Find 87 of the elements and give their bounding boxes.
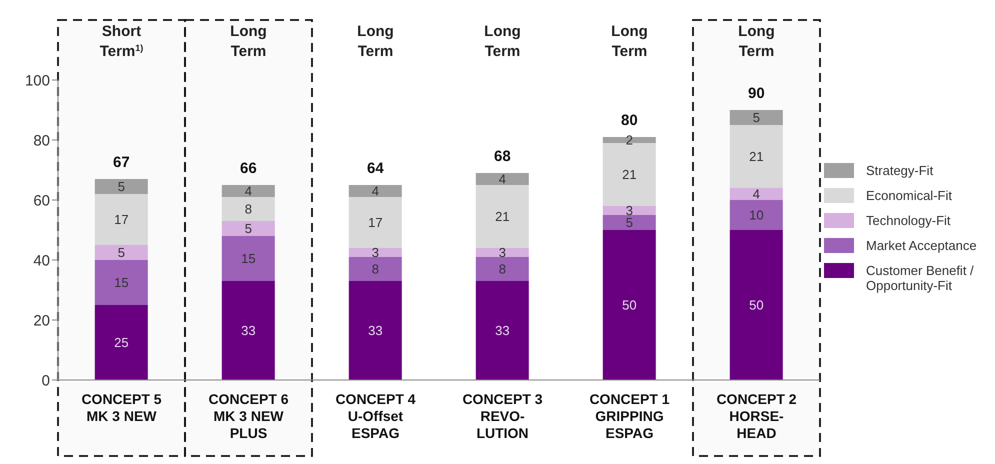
data-label: 3 <box>498 245 506 260</box>
x-tick-label: CONCEPT 4 U-Offset ESPAG <box>335 391 416 441</box>
text: Long Term <box>484 23 521 60</box>
data-label: 17 <box>114 212 129 228</box>
data-label: 8 <box>372 262 379 277</box>
text: Short Term$^{1)}$ <box>100 23 144 60</box>
legend-label: Technology-Fit <box>866 213 952 228</box>
bar <box>730 188 783 200</box>
bar <box>602 206 656 215</box>
bar <box>476 257 529 281</box>
total-label: 80 <box>620 112 638 129</box>
bar <box>348 281 402 380</box>
bar <box>94 305 148 380</box>
total-label: 66 <box>240 160 257 177</box>
data-label: 21 <box>749 149 764 164</box>
bar <box>730 110 783 125</box>
y-tick-label: 20 <box>33 312 50 330</box>
bar <box>730 230 783 380</box>
data-label: 5 <box>752 110 760 126</box>
legend-label: Customer Benefit / Opportunity-Fit <box>866 263 975 293</box>
bar <box>602 137 656 143</box>
bar <box>348 257 402 281</box>
data-label: 33 <box>368 323 383 338</box>
y-tick-label: 60 <box>33 192 50 210</box>
bar <box>222 281 275 380</box>
bar <box>602 215 656 230</box>
data-label: 4 <box>498 172 506 187</box>
data-label: 3 <box>372 245 379 260</box>
total-label: 68 <box>494 148 511 165</box>
total-label: 90 <box>748 85 765 102</box>
data-label: 25 <box>114 335 129 350</box>
legend-label: Market Acceptance <box>866 238 978 253</box>
text: Long Term <box>611 23 648 60</box>
data-label: 21 <box>622 167 637 182</box>
data-label: 10 <box>749 208 764 223</box>
data-label: 5 <box>118 179 125 194</box>
total-label: 67 <box>112 154 130 171</box>
data-label: 4 <box>372 184 379 199</box>
data-label: 8 <box>244 202 252 217</box>
bar <box>730 125 783 188</box>
data-label: 21 <box>495 209 510 224</box>
total-label: 64 <box>366 160 384 177</box>
bar <box>94 245 148 260</box>
bar <box>602 143 656 206</box>
legend-label: Strategy-Fit <box>866 163 934 178</box>
y-tick-label: 80 <box>33 132 50 150</box>
x-tick-label: CONCEPT 2 HORSE- HEAD <box>716 391 797 441</box>
y-tick-label: 40 <box>33 252 50 270</box>
bar <box>476 281 529 380</box>
data-label: 33 <box>241 323 256 338</box>
x-tick-label: CONCEPT 1 GRIPPING ESPAG <box>589 391 670 441</box>
bar <box>476 185 529 248</box>
x-tick-label: CONCEPT 5 MK 3 NEW <box>81 391 162 424</box>
bar <box>476 173 529 185</box>
bar <box>222 185 275 197</box>
x-tick-label: CONCEPT 3 REVO- LUTION <box>462 391 543 441</box>
bar <box>348 197 402 248</box>
bar <box>222 197 275 221</box>
text: Long Term <box>357 23 394 60</box>
bar <box>730 200 783 230</box>
bar <box>476 248 529 257</box>
legend-label: Economical-Fit <box>866 188 953 203</box>
data-label: 15 <box>241 251 256 266</box>
bar <box>602 230 656 380</box>
data-label: 2 <box>626 132 633 148</box>
y-tick-label: 100 <box>24 72 50 90</box>
data-label: 8 <box>498 262 506 277</box>
data-label: 5 <box>244 221 252 236</box>
text: Long Term <box>230 23 267 60</box>
bar <box>348 248 402 257</box>
text: Long Term <box>738 23 775 60</box>
y-tick-label: 0 <box>42 372 50 390</box>
data-label: 15 <box>114 275 129 290</box>
bar <box>222 236 275 281</box>
x-tick-label: CONCEPT 6 MK 3 NEW PLUS <box>208 391 289 441</box>
bar <box>94 260 148 305</box>
bar <box>222 221 275 236</box>
data-label: 5 <box>118 245 125 260</box>
data-label: 50 <box>749 298 764 313</box>
data-label: 17 <box>368 215 383 230</box>
bar <box>94 194 148 245</box>
data-label: 4 <box>752 186 760 202</box>
data-label: 33 <box>495 323 510 338</box>
data-label: 4 <box>244 184 252 199</box>
bar <box>94 179 148 194</box>
data-label: 50 <box>622 298 637 313</box>
bar <box>348 185 402 197</box>
